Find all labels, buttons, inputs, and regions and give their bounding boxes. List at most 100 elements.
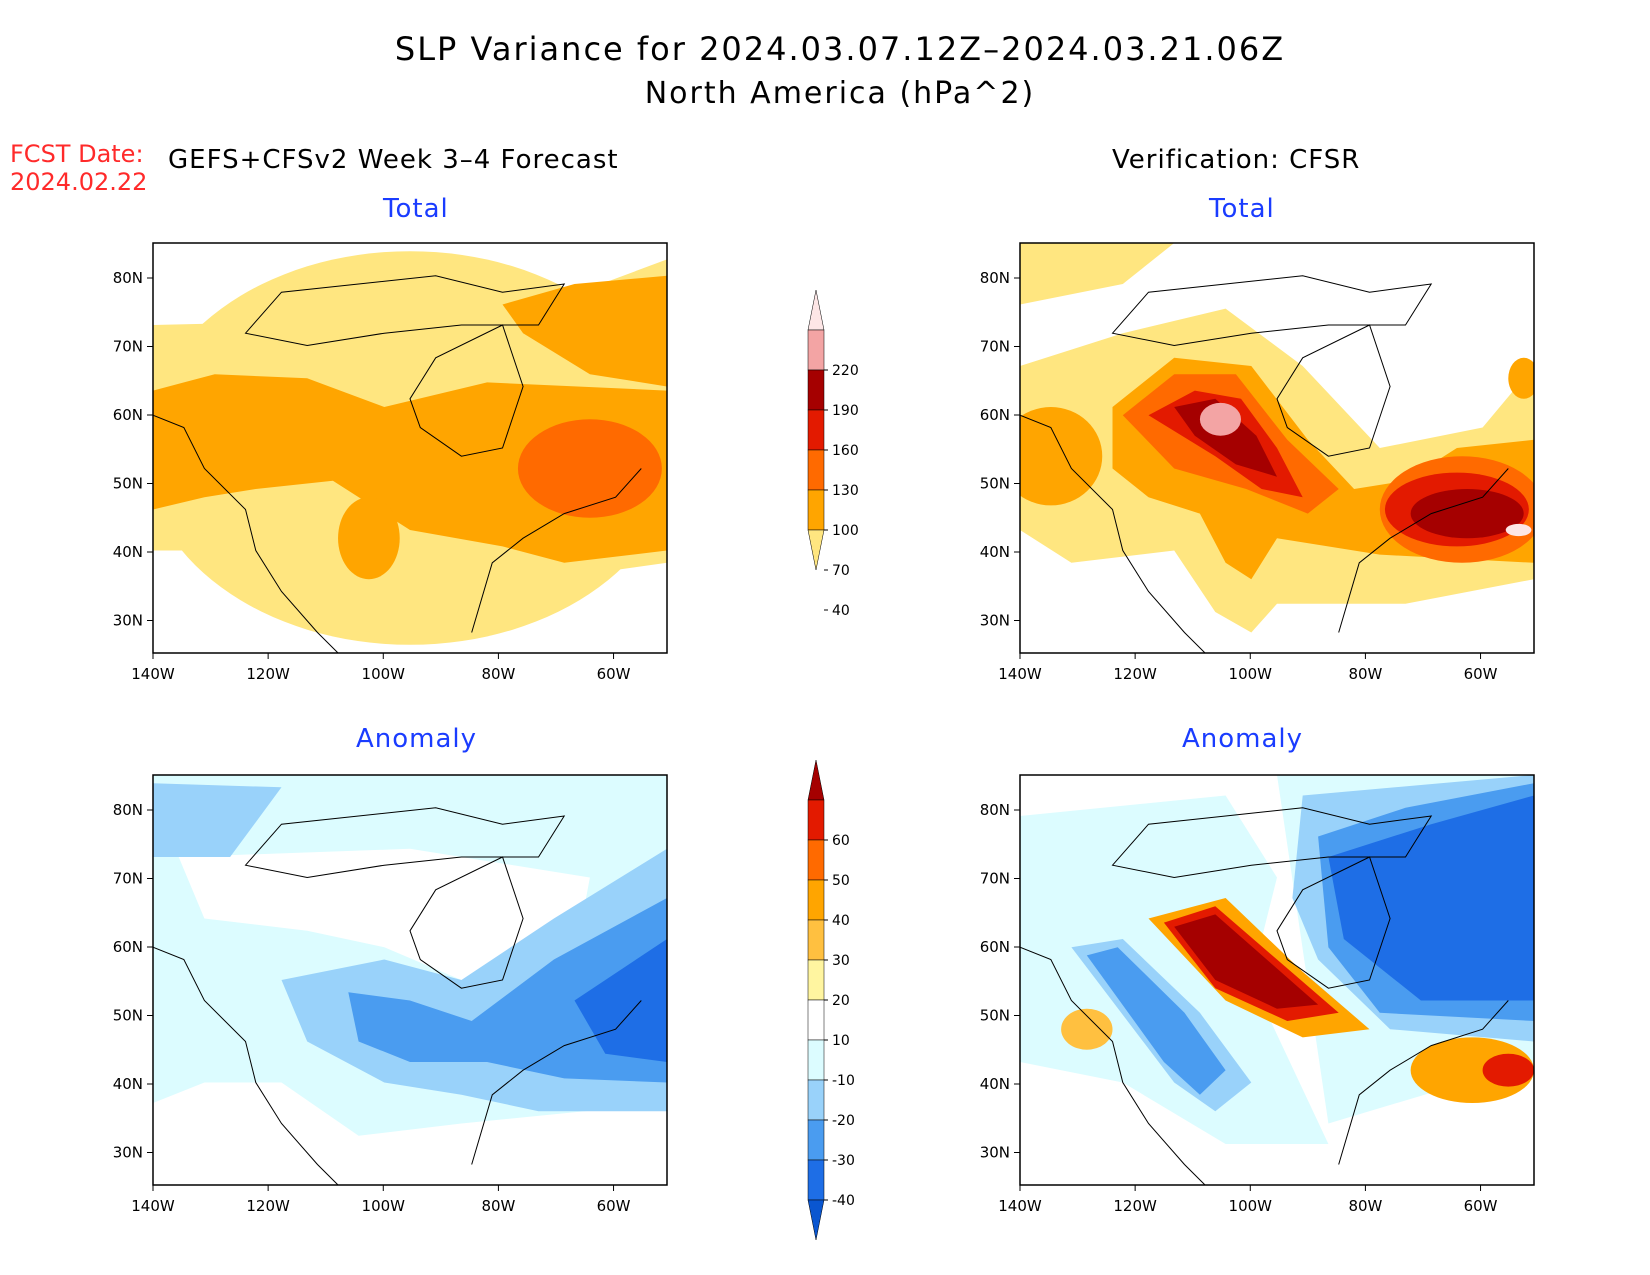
chart-subtitle: North America (hPa^2) [644, 76, 1036, 111]
verification-total-title: Total [1209, 194, 1275, 224]
verification-total-lon-label: 100W [1229, 665, 1273, 683]
verification-anomaly-lon-label: 140W [998, 1197, 1042, 1215]
verification-total-contour-8 [1174, 398, 1277, 477]
total-colorbar-label: 40 [832, 603, 850, 619]
verification-anomaly-lon-label: 80W [1348, 1197, 1382, 1215]
forecast-total-frame [152, 242, 668, 654]
verification-total-lat-label: 40N [980, 543, 1010, 561]
verification-anomaly-map: 140W 120W 100W 80W 60W 80N 70N 60N 50N 40N 30N [980, 774, 1535, 1215]
verification-anomaly-hudson-bay [1276, 856, 1391, 989]
anomaly-colorbar-swatch [807, 1039, 825, 1081]
forecast-total-lon-label: 120W [246, 665, 290, 683]
forecast-anomaly-lon-label: 100W [362, 1197, 406, 1215]
total-colorbar-label: 190 [832, 403, 859, 419]
forecast-total-lat-label: 80N [113, 269, 143, 287]
anomaly-colorbar-bottom-arrow [807, 1199, 825, 1241]
forecast-anomaly-east-coastline [471, 1000, 642, 1165]
forecast-total-lon-label: 100W [362, 665, 406, 683]
left-column-header: GEFS+CFSv2 Week 3–4 Forecast [168, 145, 619, 175]
forecast-anomaly-hudson-bay [409, 856, 524, 989]
forecast-total-lat-label: 60N [113, 406, 143, 424]
verification-total-contour-12 [1508, 357, 1534, 399]
verification-total-contour-0 [1020, 243, 1175, 305]
anomaly-colorbar-label: 50 [832, 873, 850, 889]
verification-anomaly-lat-label: 70N [980, 870, 1010, 888]
forecast-total-lon-label: 60W [597, 665, 631, 683]
total-colorbar-label: 160 [832, 443, 859, 459]
anomaly-colorbar-swatch [807, 959, 825, 1001]
verification-anomaly-contour-10 [1061, 1008, 1113, 1050]
forecast-total-lat-label: 70N [113, 338, 143, 356]
verification-anomaly-title: Anomaly [1182, 724, 1304, 754]
forecast-anomaly-lat-label: 80N [113, 801, 143, 819]
verification-total-lat-label: 80N [980, 269, 1010, 287]
verification-anomaly-east-coastline [1338, 1000, 1509, 1165]
forecast-anomaly-lat-label: 70N [113, 870, 143, 888]
forecast-anomaly-lat-label: 40N [113, 1075, 143, 1093]
forecast-anomaly-contour-1 [178, 848, 590, 980]
forecast-anomaly-lon-label: 140W [131, 1197, 175, 1215]
verification-total-map: 140W 120W 100W 80W 60W 80N 70N 60N 50N 40N 30N [980, 242, 1535, 683]
forecast-anomaly-frame [152, 774, 668, 1186]
anomaly-colorbar-swatch [807, 879, 825, 921]
verification-anomaly-arctic-islands [1111, 807, 1433, 879]
anomaly-colorbar-label: 10 [832, 1033, 850, 1049]
anomaly-colorbar-swatch [807, 799, 825, 841]
forecast-total-west-coastline [153, 414, 339, 653]
forecast-anomaly-lat-label: 60N [113, 938, 143, 956]
verification-total-west-coastline [1020, 414, 1206, 653]
forecast-anomaly-lon-label: 60W [597, 1197, 631, 1215]
forecast-total-field [153, 243, 667, 653]
verification-total-lat-label: 60N [980, 406, 1010, 424]
verification-total-arctic-islands [1111, 275, 1433, 347]
total-colorbar: 220 190 160 130 100 70 40 [807, 289, 859, 619]
verification-total-contour-11 [1505, 523, 1532, 537]
forecast-anomaly-contour-2 [153, 783, 282, 857]
verification-total-lon-label: 80W [1348, 665, 1382, 683]
anomaly-colorbar-swatch [807, 1119, 825, 1161]
verification-anomaly-lon-label: 100W [1229, 1197, 1273, 1215]
verification-total-contour-10 [1199, 402, 1242, 436]
verification-total-lon-label: 120W [1113, 665, 1157, 683]
verification-total-east-coastline [1338, 468, 1509, 633]
total-colorbar-label: 100 [832, 523, 859, 539]
verification-total-lat-label: 50N [980, 475, 1010, 493]
right-column-header: Verification: CFSR [1112, 145, 1361, 175]
anomaly-colorbar-label: 20 [832, 993, 850, 1009]
total-colorbar-label: 220 [832, 363, 859, 379]
forecast-anomaly-lat-label: 30N [113, 1144, 143, 1162]
verification-anomaly-contour-0 [1020, 795, 1329, 1144]
verification-anomaly-lat-label: 60N [980, 938, 1010, 956]
verification-total-field [1020, 243, 1534, 653]
total-colorbar-swatch [807, 369, 825, 411]
verification-total-lon-label: 60W [1464, 665, 1498, 683]
forecast-anomaly-lon-label: 80W [481, 1197, 515, 1215]
total-colorbar-swatch [807, 489, 825, 531]
verification-anomaly-field [1020, 775, 1534, 1185]
forecast-total-contour-3 [338, 497, 400, 580]
verification-anomaly-frame [1019, 774, 1535, 1186]
anomaly-colorbar-top-arrow [807, 759, 825, 801]
forecast-total-map: 140W 120W 100W 80W 60W 80N 70N 60N 50N 40N 30N [113, 242, 668, 683]
verification-total-contour-9 [1410, 488, 1524, 539]
verification-total-hudson-bay [1276, 324, 1391, 457]
anomaly-colorbar-label: 60 [832, 833, 850, 849]
forecast-anomaly-title: Anomaly [356, 724, 478, 754]
total-colorbar-label: 70 [832, 563, 850, 579]
forecast-anomaly-contour-4 [348, 898, 667, 1083]
forecast-anomaly-map: 140W 120W 100W 80W 60W 80N 70N 60N 50N 40N 30N [113, 774, 668, 1215]
forecast-total-lat-label: 40N [113, 543, 143, 561]
forecast-total-hudson-bay [409, 324, 524, 457]
verification-total-frame [1019, 242, 1535, 654]
anomaly-colorbar-swatch [807, 999, 825, 1041]
forecast-anomaly-lat-label: 50N [113, 1007, 143, 1025]
anomaly-colorbar-label: -30 [832, 1153, 855, 1169]
total-colorbar-swatch [807, 329, 825, 371]
forecast-anomaly-contour-5 [574, 939, 667, 1062]
forecast-anomaly-lon-label: 120W [246, 1197, 290, 1215]
verification-anomaly-lat-label: 30N [980, 1144, 1010, 1162]
anomaly-colorbar-label: 30 [832, 953, 850, 969]
verification-total-contour-3 [1020, 407, 1103, 506]
verification-total-lat-label: 30N [980, 612, 1010, 630]
